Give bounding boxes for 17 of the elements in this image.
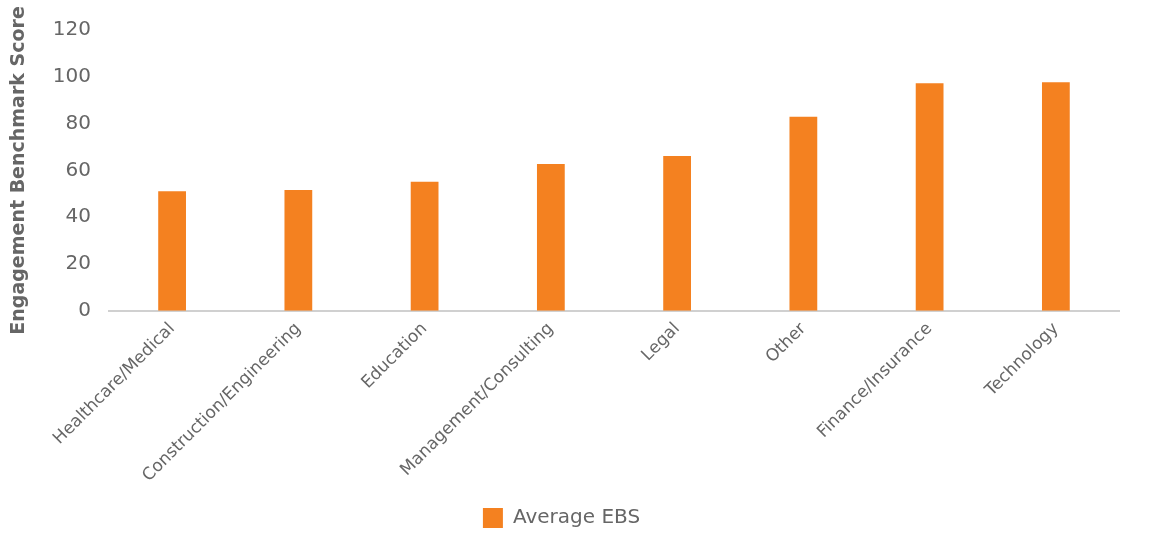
bar — [158, 191, 186, 311]
bar — [1041, 82, 1070, 311]
y-tick-label: 20 — [65, 250, 91, 275]
bar — [410, 181, 439, 311]
y-tick-label: 60 — [65, 156, 91, 181]
bar — [789, 116, 818, 311]
bar — [284, 190, 313, 311]
y-tick-label: 80 — [65, 109, 91, 134]
bar — [536, 164, 565, 311]
bar — [663, 155, 691, 311]
legend-label: Average EBS — [512, 504, 641, 529]
y-tick-label: 120 — [52, 16, 91, 41]
bar — [915, 83, 944, 311]
y-axis-title: Engagement Benchmark Score — [6, 6, 29, 335]
y-tick-label: 40 — [65, 203, 91, 228]
y-tick-label: 100 — [52, 63, 91, 88]
y-tick-label: 0 — [78, 297, 91, 322]
